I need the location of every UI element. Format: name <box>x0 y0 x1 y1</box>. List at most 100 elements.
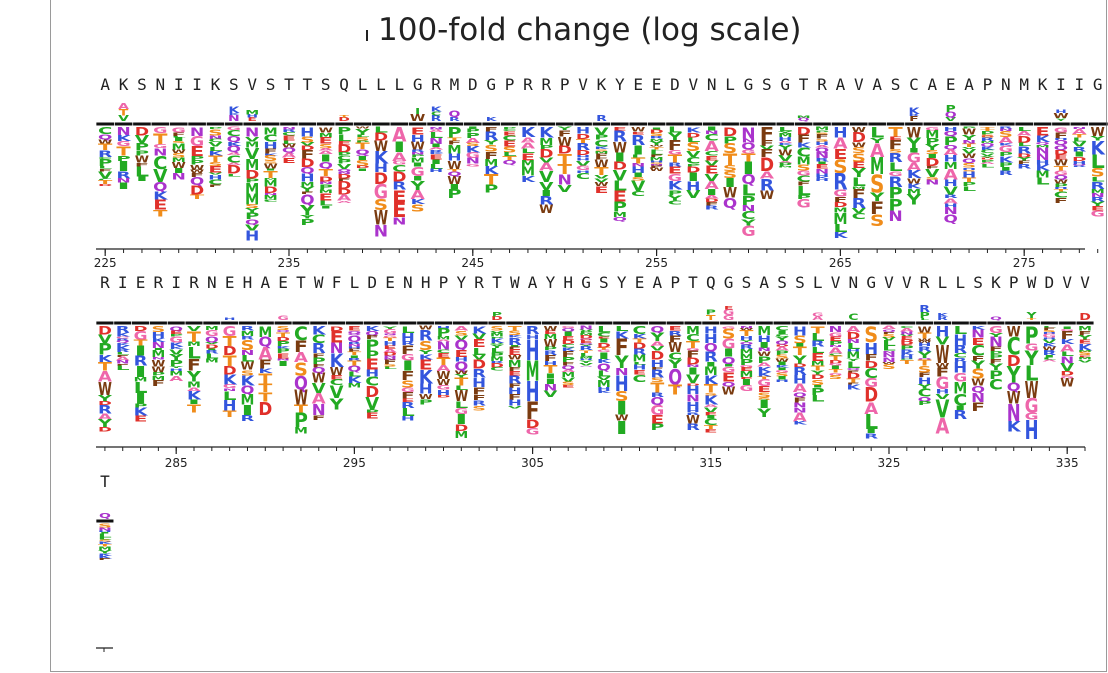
logo-letter: Y <box>1089 200 1106 207</box>
logo-letter: R <box>539 195 553 209</box>
logo-letter: R <box>999 169 1015 176</box>
logo-letter: Q <box>190 175 205 188</box>
logo-letter: R <box>650 391 665 399</box>
logo-letter: F <box>98 169 112 173</box>
logo-letter: W <box>918 324 932 335</box>
logo-letter: H <box>953 332 967 350</box>
logo-letter: L <box>1091 151 1105 172</box>
logo-letter: I <box>319 205 333 209</box>
logo-letter: F <box>833 195 847 204</box>
logo-letter: T <box>706 313 716 322</box>
logo-letter: Q <box>944 130 958 138</box>
logo-letter: E <box>579 339 593 344</box>
logo-letter: D <box>633 341 647 351</box>
logo-letter: D <box>613 159 627 172</box>
logo-letter: G <box>668 149 682 156</box>
logo-letter: A <box>900 327 915 332</box>
logo-letter: Q <box>650 396 664 408</box>
wildtype-bar <box>261 122 280 126</box>
wildtype-bar <box>408 122 427 126</box>
logo-letter: L <box>796 184 811 198</box>
logo-letter: N <box>741 203 755 213</box>
logo-letter: C <box>686 332 700 343</box>
logo-letter: L <box>472 346 486 358</box>
logo-letter: T <box>962 143 976 148</box>
wildtype-bar <box>292 321 310 325</box>
logo-letter: G <box>410 166 424 180</box>
wildtype-residue: V <box>1080 273 1090 292</box>
logo-letter: S <box>263 161 277 164</box>
logo-letter: Y <box>167 366 184 369</box>
logo-letter: E <box>401 398 415 403</box>
logo-letter: C <box>864 366 878 382</box>
logo-letter: A <box>999 136 1014 145</box>
logo-letter: W <box>1053 112 1068 121</box>
logo-letter: R <box>419 328 433 344</box>
logo-letter: P <box>419 398 433 406</box>
logo-letter: S <box>151 324 165 334</box>
logo-letter: R <box>686 411 700 416</box>
logo-letter: M <box>508 358 522 370</box>
logo-letter: F <box>187 356 201 375</box>
logo-letter: M <box>649 157 663 162</box>
logo-letter: A <box>227 162 241 166</box>
logo-letter: M <box>833 206 847 215</box>
logo-letter: I <box>454 412 468 428</box>
logo-letter: G <box>723 314 734 322</box>
logo-letter: T <box>116 145 130 159</box>
logo-letter: G <box>383 328 397 335</box>
logo-letter: T <box>650 381 665 397</box>
logo-letter: D <box>300 145 314 152</box>
logo-letter: H <box>169 368 183 373</box>
logo-letter: L <box>668 126 682 135</box>
wildtype-residue: P <box>983 75 993 94</box>
logo-letter: M <box>815 126 829 131</box>
logo-letter: P <box>490 351 504 358</box>
logo-letter: S <box>172 152 186 159</box>
logo-letter: W <box>760 189 774 203</box>
logo-letter: Q <box>597 362 611 374</box>
logo-letter: Q <box>990 316 1002 321</box>
logo-letter: P <box>668 189 682 198</box>
logo-letter: S <box>775 354 789 360</box>
logo-letter: A <box>864 399 878 418</box>
logo-letter: C <box>208 138 222 143</box>
logo-letter: T <box>454 375 469 388</box>
logo-letter: E <box>521 151 535 162</box>
logo-letter: K <box>508 335 524 338</box>
logo-letter: V <box>760 145 776 151</box>
logo-letter: E <box>757 384 771 394</box>
logo-letter: M <box>245 181 259 197</box>
logo-letter: M <box>1078 357 1092 361</box>
logo-letter: I <box>347 355 361 359</box>
logo-letter: D <box>223 345 237 359</box>
logo-letter: P <box>245 177 260 184</box>
logo-letter: P <box>116 155 130 163</box>
logo-letter: W <box>410 112 425 123</box>
logo-letter: Y <box>868 136 886 145</box>
logo-letter: F <box>686 349 700 360</box>
logo-letter: K <box>597 391 613 394</box>
logo-letter: G <box>116 140 130 148</box>
logo-letter: E <box>1078 339 1092 345</box>
wildtype-residue: G <box>744 75 754 94</box>
logo-letter: I <box>539 188 553 198</box>
logo-letter: T <box>98 142 113 152</box>
logo-letter: F <box>882 332 896 335</box>
wildtype-bar <box>702 122 721 126</box>
logo-letter: V <box>594 178 610 183</box>
logo-letter: Q <box>775 339 789 346</box>
logo-letter: T <box>811 324 826 335</box>
logo-letter: R <box>793 365 807 378</box>
logo-letter: P <box>337 125 352 136</box>
logo-letter: T <box>347 359 362 367</box>
wildtype-residue: W <box>510 273 520 292</box>
logo-letter: E <box>1035 125 1049 138</box>
logo-letter: F <box>793 396 807 405</box>
